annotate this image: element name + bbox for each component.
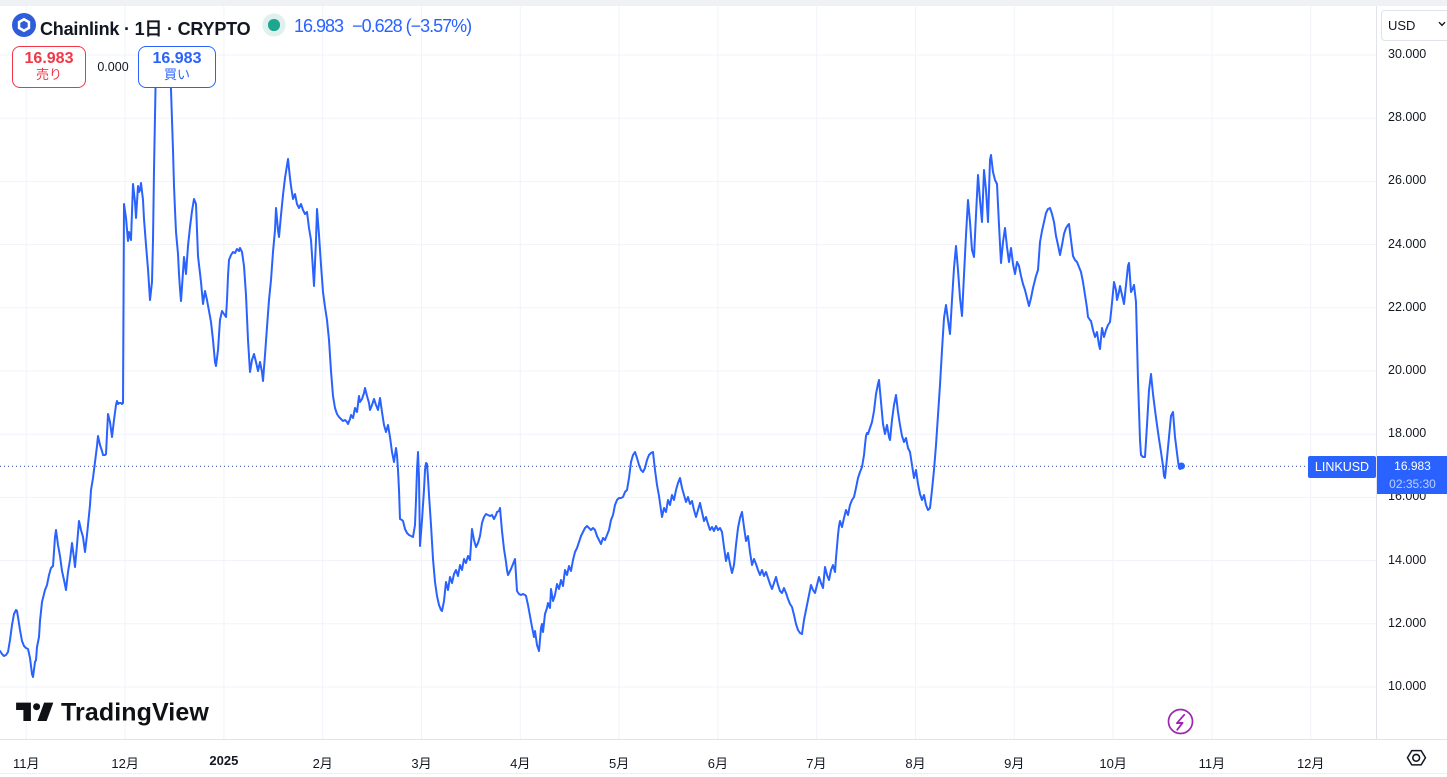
svg-text:TradingView: TradingView [61,699,209,727]
